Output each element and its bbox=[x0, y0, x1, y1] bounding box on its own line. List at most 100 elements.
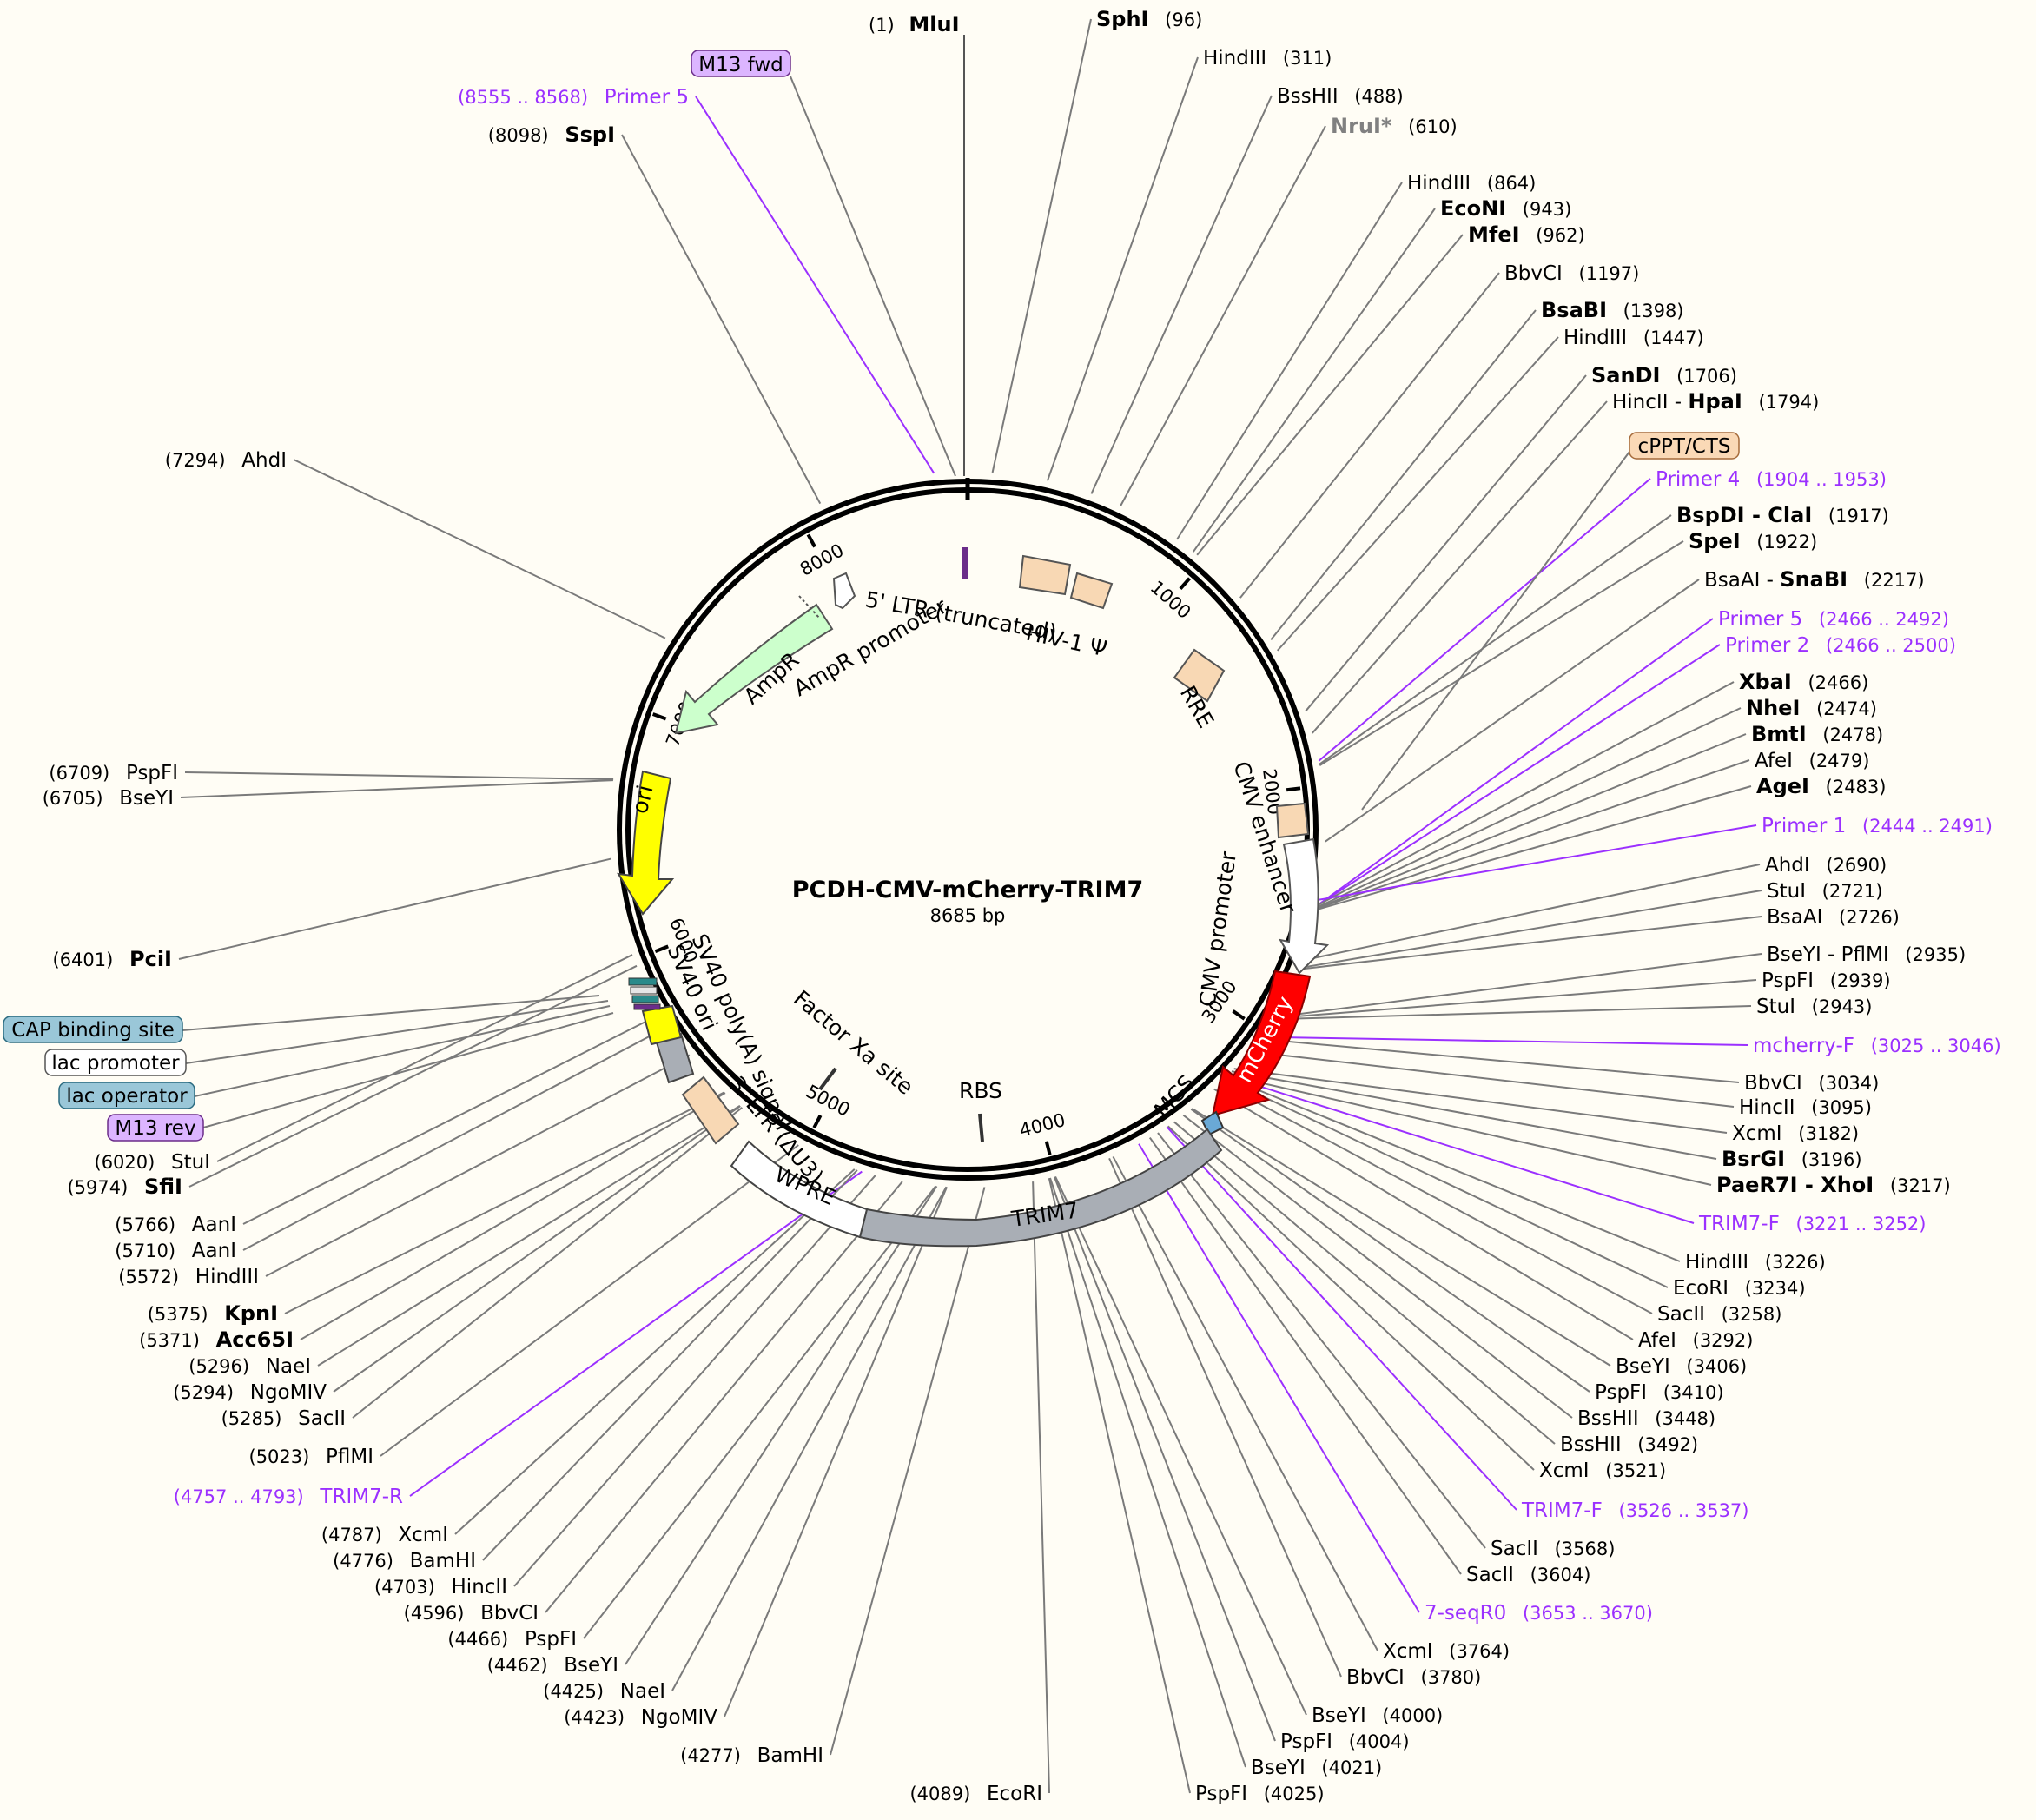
leader-line bbox=[1300, 864, 1761, 962]
m13fwd-label: M13 fwd bbox=[698, 54, 783, 76]
leader-line bbox=[1053, 1176, 1276, 1742]
cppt-label: cPPT/CTS bbox=[1638, 435, 1731, 458]
enzyme-label: HindIII (1447) bbox=[1563, 327, 1704, 349]
leader-line bbox=[1148, 1137, 1462, 1575]
enzyme-label: BseYI (3406) bbox=[1616, 1355, 1747, 1378]
leader-line bbox=[1048, 1177, 1191, 1794]
backbone bbox=[617, 479, 1319, 1181]
leader-line bbox=[1233, 1068, 1728, 1134]
leader-line bbox=[1316, 759, 1750, 910]
enzyme-label: (4425) NaeI bbox=[543, 1680, 665, 1703]
enzyme-label: BsaAI - SnaBI (2217) bbox=[1704, 567, 1925, 592]
leader-line bbox=[1276, 336, 1559, 652]
leader-line bbox=[1167, 1125, 1535, 1471]
enzyme-label: (5294) NgoMIV bbox=[173, 1381, 327, 1404]
hiv-psi-box-1 bbox=[1018, 554, 1072, 596]
tick-mark bbox=[654, 944, 669, 954]
leader-line bbox=[409, 1170, 863, 1497]
ampr-promoter-arrow bbox=[832, 572, 856, 610]
enzyme-label: EcoNI (943) bbox=[1440, 196, 1571, 221]
primer-label: TRIM7-F (3526 .. 3537) bbox=[1521, 1499, 1748, 1522]
primer-label: Primer 2 (2466 .. 2500) bbox=[1725, 634, 1956, 657]
cap-binding-label: CAP binding site bbox=[11, 1019, 175, 1042]
enzyme-label: (6020) StuI bbox=[95, 1151, 211, 1174]
leader-line bbox=[1297, 890, 1762, 970]
leader-line bbox=[1032, 1181, 1050, 1794]
ori-arrow bbox=[617, 770, 675, 916]
tick-label: 8000 bbox=[797, 539, 847, 580]
leader-line bbox=[284, 1091, 725, 1314]
leader-line bbox=[178, 857, 611, 960]
plasmid-size: 8685 bp bbox=[930, 905, 1006, 926]
leader-line bbox=[380, 1144, 799, 1457]
lac-operator-box bbox=[58, 1082, 195, 1109]
enzyme-label: (5766) AanI bbox=[115, 1214, 236, 1236]
enzyme-label: (6705) BseYI bbox=[43, 787, 174, 810]
enzyme-label: (4596) BbvCI bbox=[404, 1602, 539, 1625]
enzyme-label: (4466) PspFI bbox=[447, 1628, 577, 1651]
leader-line bbox=[790, 76, 956, 477]
primer-label: TRIM7-F (3221 .. 3252) bbox=[1698, 1213, 1926, 1235]
hiv-psi-box-2 bbox=[1069, 572, 1114, 610]
leader-line bbox=[1166, 1126, 1517, 1511]
enzyme-label: BssHII (3448) bbox=[1577, 1407, 1715, 1430]
enzyme-label: SacII (3568) bbox=[1491, 1538, 1615, 1560]
tick-mark bbox=[812, 1115, 823, 1129]
plasmid-title: PCDH-CMV-mCherry-TRIM7 bbox=[792, 877, 1144, 903]
leader-line bbox=[830, 1187, 986, 1756]
enzyme-label: XcmI (3521) bbox=[1539, 1459, 1666, 1482]
enzyme-label: BsrGI (3196) bbox=[1722, 1147, 1862, 1171]
leader-line bbox=[1318, 824, 1757, 901]
enzyme-label: (5375) KpnI bbox=[148, 1301, 278, 1326]
enzyme-label: BssHII (3492) bbox=[1560, 1433, 1698, 1456]
primer-label: 7-seqR0 (3653 .. 3670) bbox=[1425, 1602, 1653, 1625]
leader-line bbox=[352, 1107, 743, 1419]
leader-line bbox=[1270, 309, 1537, 640]
ltr3-box bbox=[681, 1075, 740, 1145]
enzyme-label: (5371) Acc65I bbox=[139, 1327, 294, 1352]
enzyme-label: SpeI (1922) bbox=[1689, 529, 1817, 553]
leader-line bbox=[1271, 979, 1757, 1020]
leader-line bbox=[1120, 125, 1326, 506]
leader-line bbox=[333, 1105, 741, 1393]
enzyme-label: (6709) PspFI bbox=[49, 762, 178, 784]
leader-line bbox=[1258, 1037, 1740, 1083]
enzyme-label: SacII (3258) bbox=[1657, 1303, 1782, 1326]
features bbox=[617, 547, 1330, 1248]
enzyme-label: (5710) AanI bbox=[115, 1240, 236, 1262]
leader-line bbox=[1191, 1108, 1611, 1367]
leader-line bbox=[1317, 681, 1735, 907]
leader-line bbox=[1312, 400, 1608, 734]
enzyme-label: (7294) AhdI bbox=[165, 449, 287, 472]
enzyme-label: HindIII (864) bbox=[1407, 172, 1536, 195]
leader-line bbox=[185, 1000, 609, 1064]
enzyme-label: HincII (3095) bbox=[1739, 1096, 1872, 1119]
leader-line bbox=[1272, 953, 1762, 1019]
enzyme-label: (4089) EcoRI bbox=[909, 1783, 1042, 1805]
enzyme-label: PspFI (2939) bbox=[1762, 970, 1891, 992]
feature-psi-label: HIV-1 Ψ bbox=[1024, 620, 1109, 662]
enzyme-label: PspFI (3410) bbox=[1595, 1381, 1724, 1404]
enzyme-label: NruI* (610) bbox=[1331, 114, 1458, 138]
m13fwd-box bbox=[691, 50, 791, 77]
leader-line bbox=[1316, 707, 1742, 909]
leader-line bbox=[1317, 644, 1721, 907]
leader-line bbox=[242, 1013, 662, 1225]
leader-line bbox=[1196, 234, 1464, 556]
cap-binding-box bbox=[3, 1016, 183, 1043]
mcherry-arrow bbox=[1211, 970, 1312, 1117]
enzyme-label: HindIII (311) bbox=[1203, 47, 1332, 69]
lac-promoter-mark bbox=[630, 986, 658, 995]
leader-line bbox=[202, 1012, 614, 1128]
leader-line bbox=[1108, 1157, 1342, 1678]
leader-line bbox=[1192, 208, 1436, 553]
cmv-enhancer-box bbox=[1275, 802, 1310, 839]
leader-line bbox=[293, 459, 666, 639]
enzyme-label: BbvCI (3780) bbox=[1346, 1666, 1481, 1689]
leader-line bbox=[545, 1181, 903, 1613]
factor-xa-mark bbox=[818, 1067, 837, 1091]
enzyme-label: BmtI (2478) bbox=[1751, 722, 1883, 746]
leader-line bbox=[1224, 1077, 1669, 1288]
leader-line bbox=[513, 1175, 876, 1587]
tick-label: 5000 bbox=[803, 1081, 854, 1121]
